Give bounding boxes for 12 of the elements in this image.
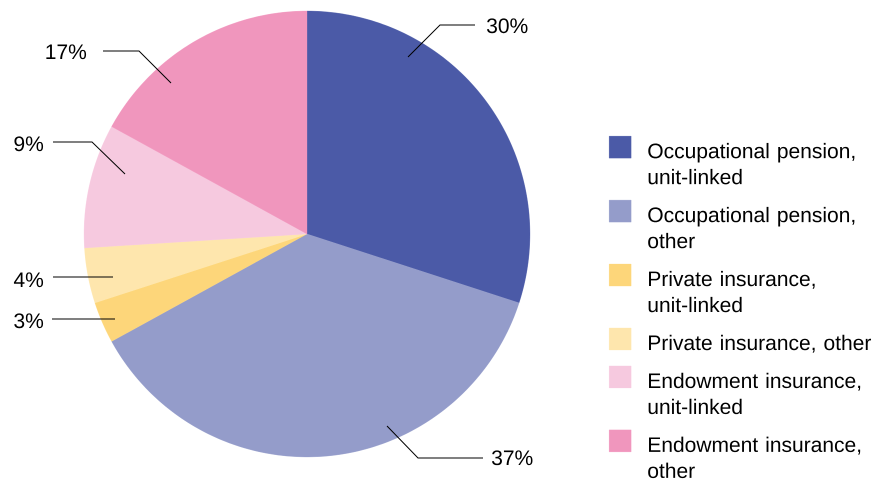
legend-label: Endowment insurance, unit-linked [648,372,860,414]
data-label: 17% [46,44,86,60]
data-label: 37% [492,450,532,466]
legend-label: Private insurance, other [649,334,872,353]
data-label: 9% [14,136,44,152]
legend-label: Private insurance, unit-linked [648,270,815,312]
data-label: 4% [14,272,44,288]
legend-label: Occupational pension, other [648,206,854,248]
legend-label: Occupational pension, unit-linked [648,142,854,184]
data-label: 3% [14,313,44,328]
legend-label: Endowment insurance, other [648,436,860,478]
data-label: 30% [487,18,528,34]
